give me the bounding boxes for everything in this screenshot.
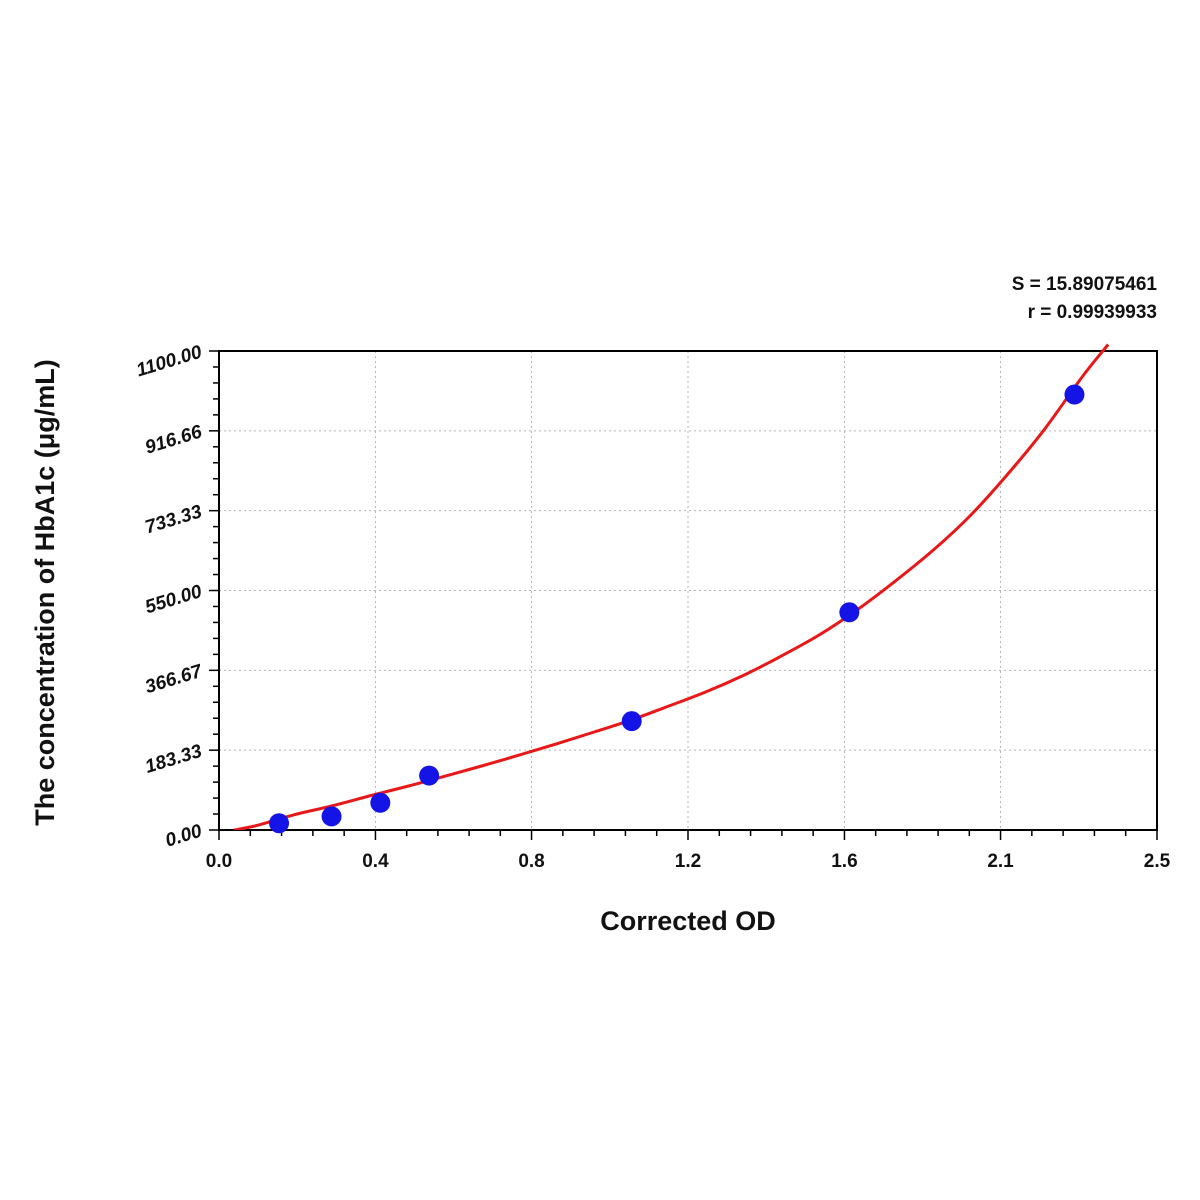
fit-s-value: S = 15.89075461 xyxy=(1012,274,1158,295)
data-point xyxy=(839,602,860,623)
plot-frame xyxy=(218,350,1158,831)
y-axis-title: The concentration of HbA1c (μg/mL) xyxy=(30,359,60,826)
data-point xyxy=(621,711,642,732)
x-axis-title: Corrected OD xyxy=(600,906,776,936)
fit-r-value: r = 0.99939933 xyxy=(1028,302,1157,323)
data-point xyxy=(419,765,440,786)
data-point xyxy=(1064,384,1085,405)
y-tick-label: 1100.00 xyxy=(134,342,205,382)
x-tick-label: 2.1 xyxy=(987,851,1014,872)
x-tick-label: 1.2 xyxy=(675,851,701,872)
y-tick-label: 550.00 xyxy=(143,581,205,618)
y-tick-label: 733.33 xyxy=(143,501,205,538)
y-tick-label: 916.66 xyxy=(143,421,205,458)
x-tick-label: 0.4 xyxy=(362,851,389,872)
data-point xyxy=(269,813,290,834)
grid-lines xyxy=(219,351,1157,830)
x-tick-label: 1.6 xyxy=(831,851,857,872)
x-tick-label: 2.5 xyxy=(1144,851,1171,872)
tick-labels: 0.0 0.4 0.8 1.2 1.6 2.1 2.5 0.00 183.33 366.67 550… xyxy=(134,342,1171,872)
y-tick-label: 183.33 xyxy=(143,741,205,778)
y-tick-label: 0.00 xyxy=(163,821,205,852)
x-tick-label: 0.8 xyxy=(518,851,544,872)
x-tick-label: 0.0 xyxy=(206,851,232,872)
fit-curve xyxy=(233,343,1110,830)
data-point xyxy=(370,792,391,813)
y-tick-label: 366.67 xyxy=(143,661,206,698)
axis-ticks xyxy=(209,350,1158,840)
data-point xyxy=(321,806,342,827)
series xyxy=(233,343,1110,834)
